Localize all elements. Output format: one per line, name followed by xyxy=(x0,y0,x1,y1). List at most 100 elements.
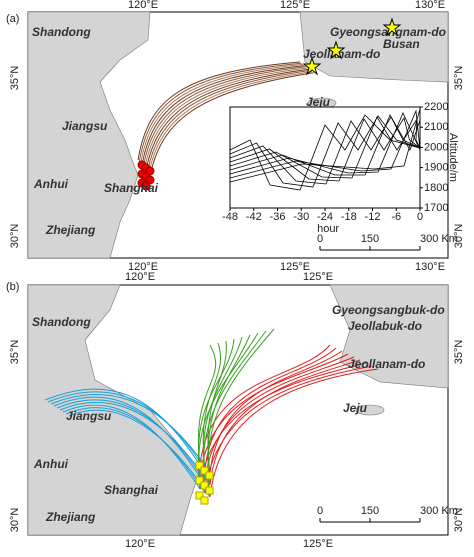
start-point xyxy=(141,181,151,191)
trajectory xyxy=(138,62,302,163)
place: Busan xyxy=(383,37,420,51)
land xyxy=(329,284,449,389)
altitude-line xyxy=(229,115,421,188)
trajectory xyxy=(147,71,313,181)
lon-label: 125°E xyxy=(303,538,333,550)
lon-label: 125°E xyxy=(280,261,310,273)
place: Jeju xyxy=(343,401,368,415)
scale-label: 0 xyxy=(317,505,323,517)
start-point xyxy=(195,491,204,500)
scale-label: 150 xyxy=(361,233,379,245)
lat-label: 30°N xyxy=(453,508,465,533)
x-tick-label: -36 xyxy=(270,211,286,223)
trajectory xyxy=(141,65,305,168)
trajectory xyxy=(204,356,355,482)
panel-label: (a) xyxy=(6,13,19,25)
trajectory xyxy=(68,409,211,498)
lat-label: 30°N xyxy=(453,224,465,249)
place: Jeollanam-do xyxy=(303,47,380,61)
place: Shanghai xyxy=(104,483,159,497)
y-axis-label: Altitude/m xyxy=(447,133,459,182)
altitude-line xyxy=(229,108,421,183)
trajectory xyxy=(148,72,314,183)
start-point xyxy=(200,466,209,475)
trajectory xyxy=(47,391,206,470)
trajectory xyxy=(59,401,211,486)
start-point xyxy=(195,476,204,485)
panel-label: (b) xyxy=(6,281,19,293)
lon-label: 120°E xyxy=(128,0,158,11)
y-tick-label: 1800 xyxy=(424,182,448,194)
start-point xyxy=(200,481,209,490)
start-point xyxy=(200,496,209,505)
land xyxy=(27,11,151,259)
place: Jeju xyxy=(306,95,331,109)
lat-label: 35°N xyxy=(453,66,465,91)
lat-label: 35°N xyxy=(9,340,21,365)
trajectory xyxy=(204,365,373,494)
land xyxy=(299,11,449,83)
inset-frame xyxy=(229,106,421,209)
scale-label: 300 Km xyxy=(420,505,458,517)
lon-label: 120°E xyxy=(125,271,155,283)
lat-label: 30°N xyxy=(9,224,21,249)
lat-label: 35°N xyxy=(9,66,21,91)
panel-a: (a) 120°E 125°E 130°E 120°E 125°E 130°E … xyxy=(6,0,465,273)
star xyxy=(326,40,346,60)
y-tick-label: 2000 xyxy=(424,141,448,153)
place: Zhejiang xyxy=(45,510,96,524)
x-tick-label: -18 xyxy=(341,211,357,223)
panel-b: (b) 120°E 125°E 120°E 125°E 35°N 30°N 35… xyxy=(6,271,465,550)
x-tick-label: -42 xyxy=(246,211,262,223)
trajectory xyxy=(209,368,379,498)
trajectory xyxy=(56,399,206,482)
trajectory xyxy=(53,396,201,478)
x-tick-label: -6 xyxy=(391,211,401,223)
place: Gyeongsangbuk-do xyxy=(332,303,445,317)
y-tick-label: 2100 xyxy=(424,121,448,133)
lon-label: 130°E xyxy=(415,261,445,273)
star xyxy=(382,17,402,37)
trajectory xyxy=(204,347,337,470)
trajectory xyxy=(142,66,307,171)
place: Jiangsu xyxy=(66,409,112,423)
place: Anhui xyxy=(33,177,69,191)
place: Jiangsu xyxy=(62,119,108,133)
lon-label: 120°E xyxy=(128,261,158,273)
place: Shandong xyxy=(32,25,91,39)
y-tick-label: 2200 xyxy=(424,101,448,113)
lon-label: 125°E xyxy=(280,0,310,11)
start-point xyxy=(195,461,204,470)
trajectory xyxy=(44,388,201,466)
x-tick-label: -12 xyxy=(365,211,381,223)
x-axis-label: hour xyxy=(317,223,339,235)
trajectory xyxy=(62,404,201,490)
y-tick-label: 1700 xyxy=(424,202,448,214)
trajectory xyxy=(50,394,211,474)
trajectory xyxy=(143,67,308,173)
trajectory xyxy=(139,63,304,166)
x-tick-label: 0 xyxy=(417,211,423,223)
star xyxy=(302,56,322,76)
place: Shanghai xyxy=(104,181,159,195)
lon-label: 120°E xyxy=(125,538,155,550)
start-point xyxy=(205,486,214,495)
scale-label: 0 xyxy=(317,233,323,245)
place: Anhui xyxy=(33,457,69,471)
place: Jeollanam-do xyxy=(348,357,425,371)
x-tick-label: -48 xyxy=(222,211,238,223)
scale-label: 300 Km xyxy=(420,233,458,245)
trajectory xyxy=(199,344,331,466)
altitude-line xyxy=(229,116,421,182)
trajectory xyxy=(199,353,349,478)
lon-label: 125°E xyxy=(303,271,333,283)
trajectory xyxy=(145,69,311,178)
trajectory xyxy=(144,68,310,176)
x-tick-label: -30 xyxy=(293,211,309,223)
trajectory xyxy=(137,61,301,161)
scale-label: 150 xyxy=(361,505,379,517)
x-tick-label: -24 xyxy=(317,211,333,223)
place: Zhejiang xyxy=(45,223,96,237)
trajectory xyxy=(199,362,367,490)
